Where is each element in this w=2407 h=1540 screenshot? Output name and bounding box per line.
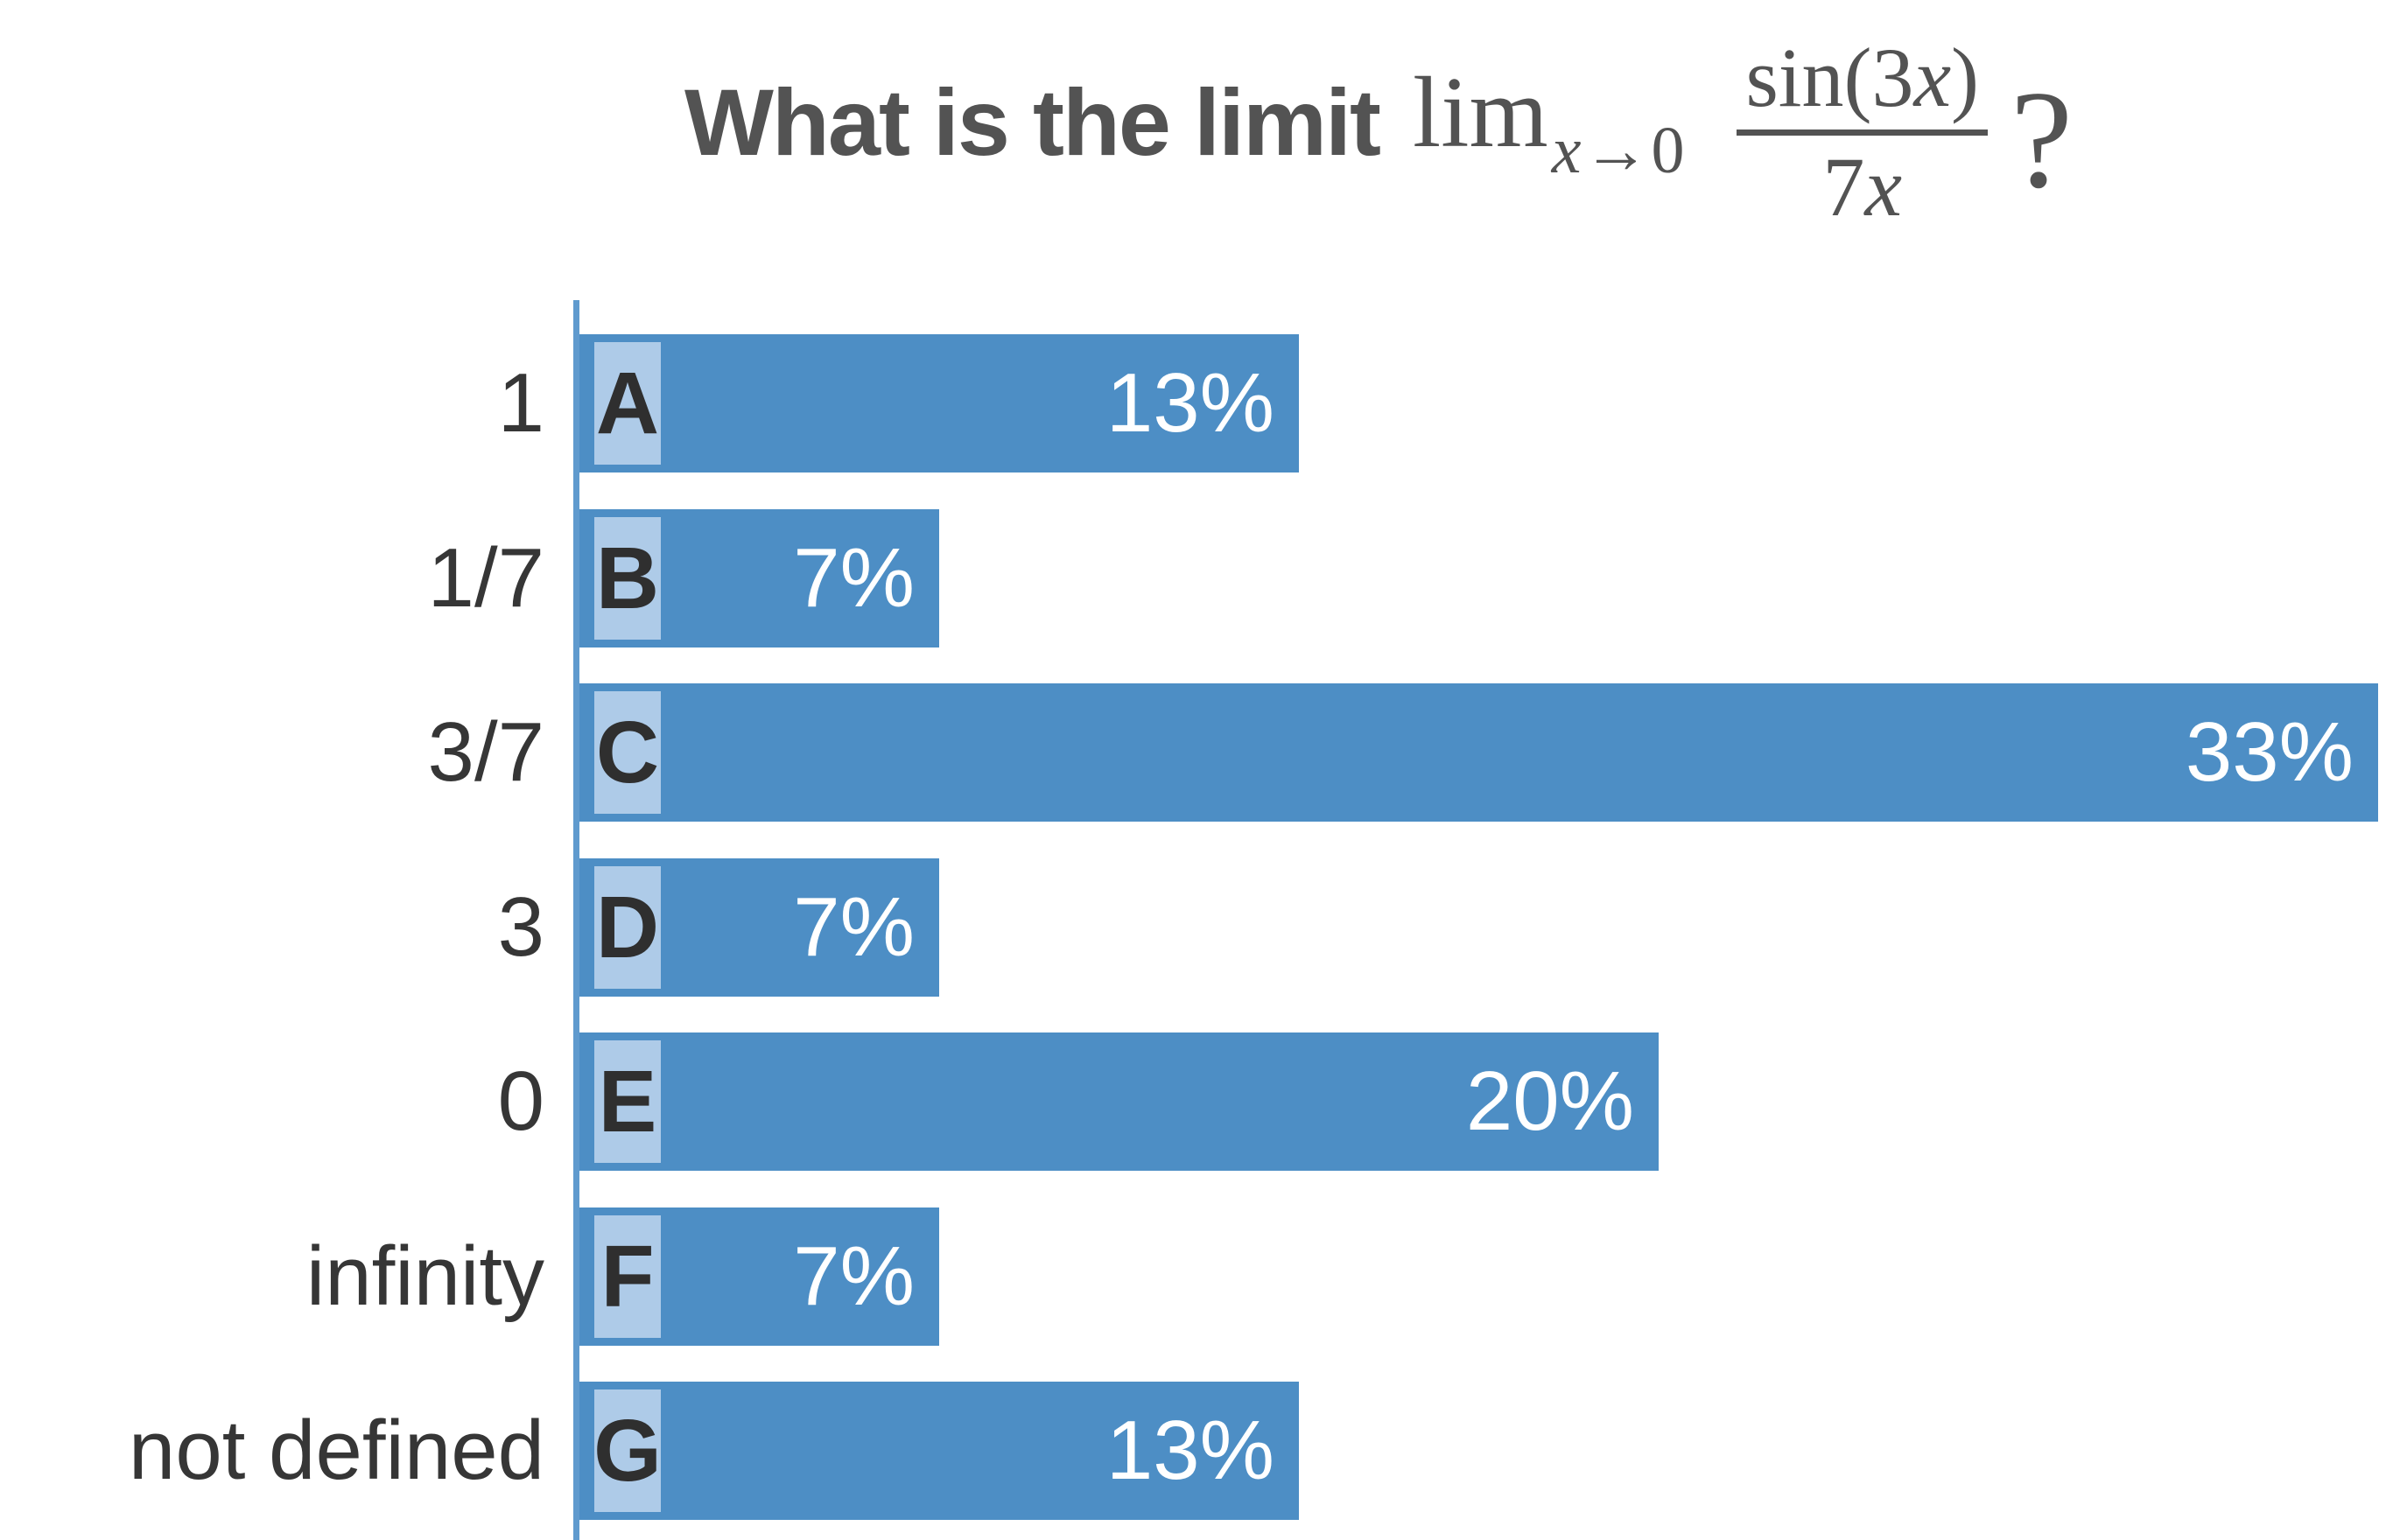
- bar-value-label: 33%: [2185, 705, 2354, 799]
- question-mark: ?: [2011, 60, 2074, 217]
- bar-row: 1/7 B 7%: [0, 509, 2407, 648]
- choice-letter-chip: G: [593, 1390, 662, 1512]
- bar-value-label: 7%: [793, 880, 915, 974]
- bar: A 13%: [579, 334, 1299, 472]
- option-label: 3: [497, 880, 544, 974]
- fraction-denominator: 7x: [1822, 139, 1903, 234]
- bar-row: 0 E 20%: [0, 1032, 2407, 1171]
- option-label: 0: [497, 1054, 544, 1148]
- bar-value-label: 20%: [1465, 1054, 1634, 1148]
- bar-value-label: 13%: [1105, 1404, 1274, 1497]
- bar: G 13%: [579, 1382, 1299, 1520]
- bar-row: 3 D 7%: [0, 858, 2407, 997]
- choice-letter-chip: E: [594, 1040, 661, 1163]
- bar: C 33%: [579, 683, 2378, 822]
- bar-value-label: 13%: [1105, 356, 1274, 450]
- choice-letter-chip: C: [594, 691, 661, 814]
- bar-row: not defined G 13%: [0, 1382, 2407, 1520]
- choice-letter-chip: B: [594, 517, 661, 640]
- limit-operator: limx→0: [1413, 56, 1687, 187]
- bar-value-label: 7%: [793, 531, 915, 625]
- option-label: 3/7: [427, 705, 544, 799]
- choice-letter-chip: A: [594, 342, 661, 465]
- limit-subscript: x→0: [1551, 113, 1687, 187]
- option-label: infinity: [305, 1229, 544, 1323]
- option-label: 1/7: [427, 531, 544, 625]
- question-title: What is the limit limx→0 sin(3x) 7x ?: [350, 33, 2407, 238]
- bar-row: infinity F 7%: [0, 1208, 2407, 1346]
- bar: E 20%: [579, 1032, 1659, 1171]
- bar: D 7%: [579, 858, 939, 997]
- bar-row: 3/7 C 33%: [0, 683, 2407, 822]
- option-label: not defined: [128, 1404, 544, 1497]
- choice-letter-chip: F: [594, 1215, 661, 1338]
- question-text: What is the limit: [684, 68, 1381, 175]
- bar-row: 1 A 13%: [0, 334, 2407, 472]
- bar: B 7%: [579, 509, 939, 648]
- fraction: sin(3x) 7x: [1737, 30, 1989, 234]
- bar-value-label: 7%: [793, 1229, 915, 1323]
- choice-letter-chip: D: [594, 866, 661, 989]
- option-label: 1: [497, 356, 544, 450]
- y-axis-line: [573, 300, 579, 1540]
- fraction-bar: [1737, 129, 1989, 136]
- bar: F 7%: [579, 1208, 939, 1346]
- fraction-numerator: sin(3x): [1745, 30, 1980, 124]
